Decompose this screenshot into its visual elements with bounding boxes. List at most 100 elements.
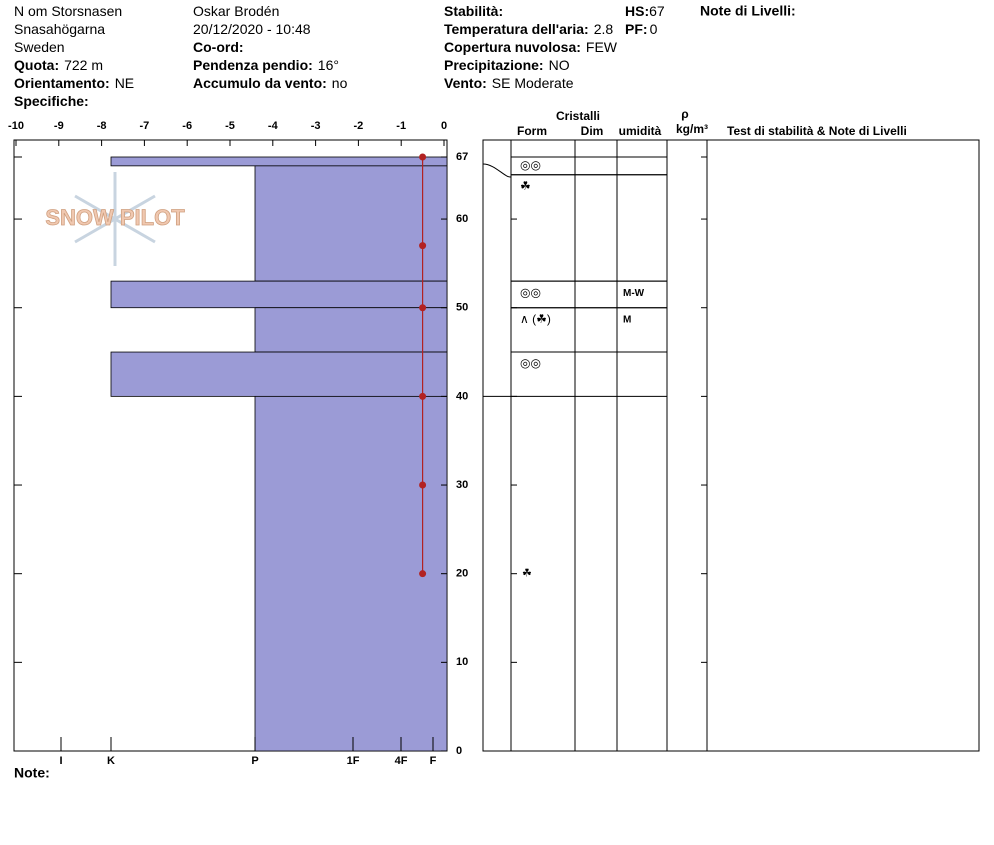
header-field: Quota: 722 m bbox=[14, 57, 103, 73]
table-frame bbox=[482, 139, 980, 752]
hardness-layer bbox=[254, 395, 448, 752]
field-label: Orientamento: bbox=[14, 75, 110, 91]
hardness-layer bbox=[110, 280, 448, 309]
header-field: Stabilità: bbox=[444, 3, 503, 19]
notes-title: Note di Livelli: bbox=[700, 3, 796, 19]
header-field: Copertura nuvolosa: FEW bbox=[444, 39, 618, 55]
header-field: Precipitazione: NO bbox=[444, 57, 570, 73]
header-field: Specifiche: bbox=[14, 93, 89, 109]
field-label: Precipitazione: bbox=[444, 57, 544, 73]
hs: HS:67 bbox=[625, 3, 665, 19]
tests-header: Test di stabilità & Note di Livelli bbox=[727, 124, 907, 138]
grain-form: ◎◎ bbox=[520, 158, 541, 172]
field-value: 722 m bbox=[64, 57, 103, 73]
field-value: no bbox=[332, 75, 348, 91]
field-value: 20/12/2020 - 10:48 bbox=[193, 21, 311, 37]
hardness-label: 1F bbox=[347, 755, 360, 767]
field-value: FEW bbox=[586, 39, 618, 55]
x-tick-label: -2 bbox=[354, 120, 364, 132]
hardness-label: 4F bbox=[395, 755, 408, 767]
grain-form-point: ☘ bbox=[522, 568, 532, 580]
header-field: Oskar Brodén bbox=[193, 3, 279, 19]
hardness-label: I bbox=[59, 755, 62, 767]
pf-label: PF: bbox=[625, 21, 648, 37]
grain-form: ◎◎ bbox=[520, 356, 541, 370]
x-tick-label: -4 bbox=[268, 120, 279, 132]
hardness-layer bbox=[254, 165, 448, 282]
hardness-layer bbox=[254, 307, 448, 353]
layer-table bbox=[482, 139, 980, 752]
header-field: Pendenza pendio: 16° bbox=[193, 57, 339, 73]
rho-unit: kg/m³ bbox=[676, 122, 708, 136]
field-value: NE bbox=[115, 75, 134, 91]
header-field: Accumulo da vento: no bbox=[193, 75, 348, 91]
note-label: Note: bbox=[14, 765, 50, 781]
field-label: Vento: bbox=[444, 75, 487, 91]
moisture-header: umidità bbox=[619, 124, 662, 138]
watermark-text: SNOW PILOT bbox=[45, 205, 185, 230]
x-tick-label: -8 bbox=[97, 120, 107, 132]
y-tick-label: 0 bbox=[456, 745, 462, 757]
field-value: SE Moderate bbox=[492, 75, 574, 91]
header-field: Sweden bbox=[14, 39, 65, 55]
y-tick-label: 50 bbox=[456, 302, 468, 314]
field-label: Quota: bbox=[14, 57, 59, 73]
x-tick-label: -9 bbox=[54, 120, 64, 132]
temperature-point bbox=[419, 242, 427, 250]
field-label: Accumulo da vento: bbox=[193, 75, 327, 91]
header-field: 20/12/2020 - 10:48 bbox=[193, 21, 311, 37]
field-label: Temperatura dell'aria: bbox=[444, 21, 589, 37]
field-value: 2.8 bbox=[594, 21, 614, 37]
x-tick-label: -10 bbox=[8, 120, 24, 132]
hardness-layer bbox=[110, 156, 448, 167]
y-tick-label: 67 bbox=[456, 151, 468, 163]
x-tick-label: -3 bbox=[311, 120, 321, 132]
x-tick-label: -1 bbox=[396, 120, 406, 132]
pf: PF: 0 bbox=[625, 21, 658, 37]
hardness-label: F bbox=[430, 755, 437, 767]
connector bbox=[482, 163, 512, 178]
y-tick-label: 40 bbox=[456, 390, 468, 402]
rho-header: ρ bbox=[681, 107, 688, 121]
header-field: N om Storsnasen bbox=[14, 3, 122, 19]
crystals-header: Cristalli bbox=[556, 109, 600, 123]
form-header: Form bbox=[517, 124, 547, 138]
x-tick-label: -5 bbox=[225, 120, 235, 132]
header-field: Temperatura dell'aria: 2.8 bbox=[444, 21, 613, 37]
y-tick-label: 60 bbox=[456, 213, 468, 225]
hs-label: HS: bbox=[625, 3, 649, 19]
temperature-point bbox=[419, 304, 427, 312]
field-label: Pendenza pendio: bbox=[193, 57, 313, 73]
moisture: M bbox=[623, 314, 631, 325]
hardness-layer bbox=[110, 351, 448, 397]
y-tick-label: 30 bbox=[456, 479, 468, 491]
field-value: Sweden bbox=[14, 39, 65, 55]
x-tick-label: -6 bbox=[182, 120, 192, 132]
header-field: Orientamento: NE bbox=[14, 75, 134, 91]
grain-form: ☘ bbox=[520, 179, 531, 193]
watermark bbox=[74, 172, 156, 266]
snowflake bbox=[74, 194, 156, 244]
size-header: Dim bbox=[581, 124, 604, 138]
field-label: Copertura nuvolosa: bbox=[444, 39, 581, 55]
hs-value: 67 bbox=[649, 3, 665, 19]
header-field: Snasahögarna bbox=[14, 21, 105, 37]
grain-form: ◎◎ bbox=[520, 285, 541, 299]
moisture: M-W bbox=[623, 288, 645, 299]
temperature-point bbox=[419, 570, 427, 578]
field-value: NO bbox=[549, 57, 570, 73]
y-tick-label: 20 bbox=[456, 568, 468, 580]
header-field: Co-ord: bbox=[193, 39, 244, 55]
temperature-point bbox=[419, 481, 427, 489]
temperature-point bbox=[419, 392, 427, 400]
field-label: Specifiche: bbox=[14, 93, 89, 109]
field-value: Oskar Brodén bbox=[193, 3, 279, 19]
field-value: Snasahögarna bbox=[14, 21, 105, 37]
y-tick-label: 10 bbox=[456, 656, 468, 668]
x-tick-label: -7 bbox=[140, 120, 150, 132]
header-field: Vento: SE Moderate bbox=[444, 75, 574, 91]
field-value: 16° bbox=[318, 57, 339, 73]
temperature-point bbox=[419, 153, 427, 161]
